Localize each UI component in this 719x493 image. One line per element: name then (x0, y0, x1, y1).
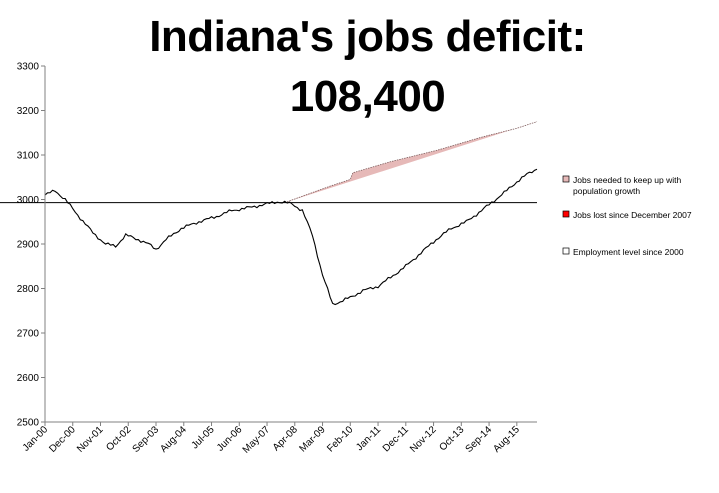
x-tick-label: Aug-04 (158, 424, 189, 455)
y-tick-label: 2500 (17, 418, 40, 429)
line-layer (0, 121, 538, 306)
x-tick-label: Aug-15 (491, 424, 522, 455)
x-tick-label: Sep-14 (464, 424, 495, 455)
x-tick-label: Dec-11 (381, 424, 411, 454)
legend-label: Jobs needed to keep up with (573, 175, 681, 185)
y-tick-label: 3300 (17, 62, 40, 73)
x-tick-label: Jun-06 (215, 424, 245, 454)
x-tick-label: May-07 (241, 424, 273, 456)
legend-label: population growth (573, 186, 640, 196)
x-tick-label: Oct-02 (104, 424, 133, 453)
legend-swatch (562, 247, 570, 255)
x-tick-label: Sep-03 (131, 424, 162, 455)
fill-layer (284, 121, 537, 203)
y-tick-label: 2700 (17, 329, 40, 340)
x-tick-label: Jul-05 (190, 424, 217, 451)
x-tick-label: Nov-12 (408, 424, 439, 455)
needed-area (284, 121, 537, 203)
employment-line (44, 168, 538, 306)
y-tick-label: 3200 (17, 106, 40, 117)
x-tick-label: Feb-10 (325, 424, 355, 454)
y-tick-label: 2900 (17, 240, 40, 251)
chart-title-line1: Indiana's jobs deficit: (149, 12, 586, 61)
y-tick-label: 3000 (17, 195, 40, 206)
y-tick-label: 2600 (17, 373, 40, 384)
x-tick-label: Nov-01 (75, 424, 106, 455)
x-tick-label: Oct-13 (437, 424, 466, 453)
axes-layer: 2500 2600 2700 2800 2900 3000 3100 3200 3300 Jan-… (17, 62, 537, 456)
legend-swatch (562, 175, 570, 183)
x-tick-label: Apr-08 (271, 424, 300, 453)
x-tick-label: Jan-11 (354, 424, 383, 453)
legend-swatch (562, 210, 570, 218)
chart-title-line2: 108,400 (289, 72, 446, 121)
legend-label: Employment level since 2000 (573, 247, 684, 257)
legend-label: Jobs lost since December 2007 (573, 210, 692, 220)
x-tick-label: Mar-09 (297, 424, 327, 454)
y-tick-label: 2800 (17, 284, 40, 295)
y-tick-label: 3100 (17, 151, 40, 162)
x-tick-label: Dec-00 (47, 424, 78, 455)
